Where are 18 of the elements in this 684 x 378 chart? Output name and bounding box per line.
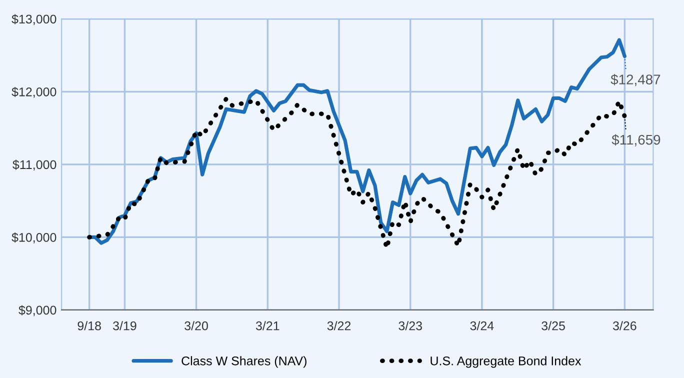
annotation: $12,487 [610,74,660,86]
x-tick-label: 3/26 [612,321,636,330]
annotation: $11,659 [612,134,660,146]
x-tick-label: 3/23 [398,321,422,330]
x-tick-label: 3/22 [327,321,351,330]
y-tick-label: $11,000 [12,160,56,171]
x-tick-label: 3/21 [256,321,280,330]
x-tick-label: 3/24 [470,321,494,330]
legend-label: U.S. Aggregate Bond Index [430,356,582,368]
y-tick-label: $13,000 [12,14,56,26]
x-tick-label: 3/25 [542,321,565,330]
y-tick-label: $9,000 [18,305,56,316]
y-tick-label: $12,000 [12,86,56,98]
legend-label: Class W Shares (NAV) [182,356,306,368]
x-tick-label: 3/19 [113,321,136,330]
x-tick-label: 3/20 [184,321,208,330]
x-tick-label: 9/18 [78,321,101,330]
y-tick-label: $10,000 [12,232,56,244]
